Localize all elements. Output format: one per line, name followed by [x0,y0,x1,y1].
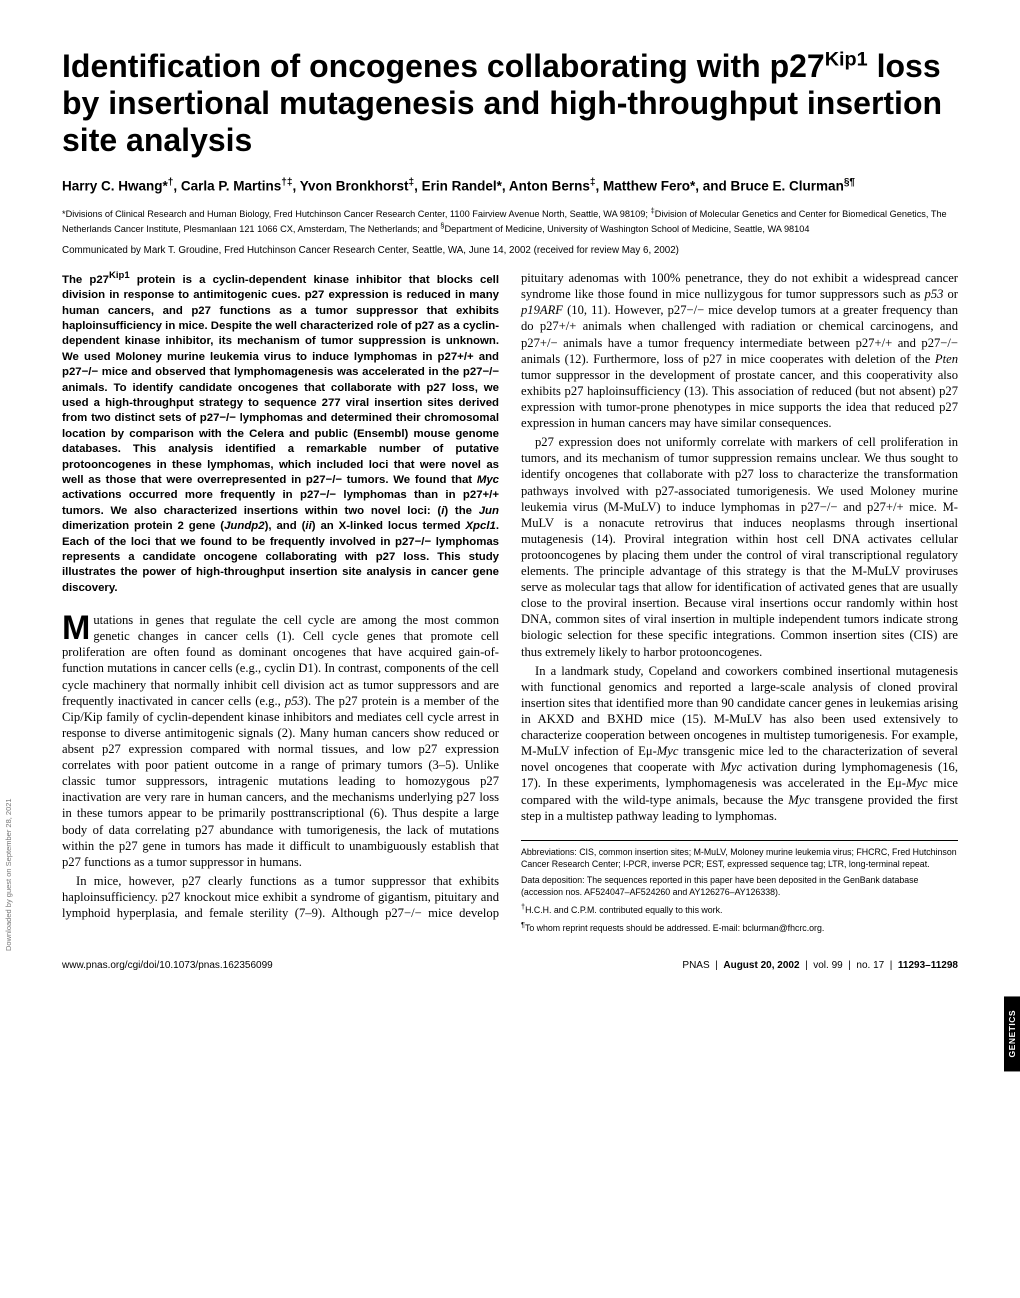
body-paragraph-4: In a landmark study, Copeland and cowork… [521,663,958,824]
footnote-abbreviations: Abbreviations: CIS, common insertion sit… [521,846,958,870]
footer-citation: PNAS | August 20, 2002 | vol. 99 | no. 1… [682,960,958,971]
article-title: Identification of oncogenes collaboratin… [62,48,958,158]
two-column-body: The p27Kip1 protein is a cyclin-dependen… [62,270,958,934]
page-footer: www.pnas.org/cgi/doi/10.1073/pnas.162356… [62,934,958,971]
affiliations: *Divisions of Clinical Research and Huma… [62,206,958,235]
section-tab-genetics: GENETICS [1004,996,1020,1071]
body-paragraph-1: Mutations in genes that regulate the cel… [62,612,499,870]
abstract: The p27Kip1 protein is a cyclin-dependen… [62,270,499,596]
footnote-contribution: †H.C.H. and C.P.M. contributed equally t… [521,902,958,916]
authors-line: Harry C. Hwang*†, Carla P. Martins†‡, Yv… [62,176,958,196]
footnote-reprint: ¶To whom reprint requests should be addr… [521,920,958,934]
page: Identification of oncogenes collaboratin… [0,0,1020,1001]
footnote-deposition: Data deposition: The sequences reported … [521,874,958,898]
body-paragraph-3: p27 expression does not uniformly correl… [521,434,958,660]
footnotes-block: Abbreviations: CIS, common insertion sit… [521,840,958,935]
communicated-line: Communicated by Mark T. Groudine, Fred H… [62,245,958,256]
download-note: Downloaded by guest on September 28, 202… [4,799,13,952]
footer-doi: www.pnas.org/cgi/doi/10.1073/pnas.162356… [62,960,273,971]
